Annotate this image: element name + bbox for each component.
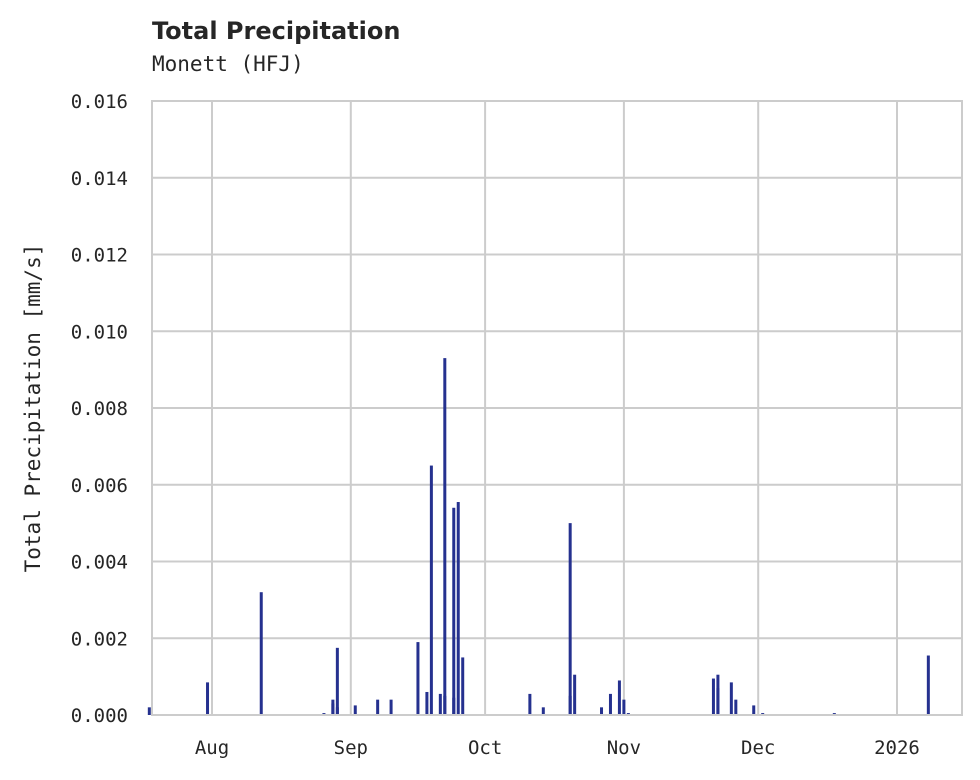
precip-bar [752,705,756,715]
y-tick-label: 0.014 [71,168,128,190]
precip-bar [600,707,604,715]
y-axis-ticks: 0.000 0.002 0.004 0.006 0.008 0.010 0.012 0.014… [71,91,128,727]
precip-bar [429,465,433,715]
precip-bar [389,699,393,715]
y-tick-label: 0.002 [71,628,128,650]
precip-bar [147,707,151,715]
x-axis-ticks: Aug Sep Oct Nov Dec 2026 [195,737,920,759]
precip-bar [425,691,429,715]
chart-subtitle: Monett (HFJ) [152,52,304,76]
precip-bar [926,655,930,715]
x-tick-label: Dec [741,737,775,759]
x-tick-label: Nov [607,737,641,759]
y-tick-label: 0.012 [71,245,128,267]
y-tick-label: 0.006 [71,475,128,497]
y-tick-label: 0.010 [71,321,128,343]
y-tick-label: 0.000 [71,705,128,727]
precip-bar [376,699,380,715]
precip-bar [443,695,447,715]
precip-bar [461,657,465,715]
y-tick-label: 0.004 [71,552,128,574]
precip-bar [716,688,720,715]
precip-bar [734,699,738,715]
precip-bar [443,358,447,715]
x-tick-label: Sep [334,737,368,759]
precip-bar [573,674,577,715]
precip-bar [568,523,572,715]
grid-lines [152,100,962,716]
plot-frame [151,100,963,716]
precip-bar [617,680,621,715]
precip-bar [456,502,460,715]
x-tick-label: 2026 [874,737,920,759]
precip-bar [335,707,339,715]
precip-bar [438,693,442,715]
precip-bar [622,699,626,715]
precip-bar [206,682,210,715]
y-tick-label: 0.016 [71,91,128,113]
precip-bar [452,507,456,715]
precipitation-bars [147,358,930,715]
precip-bar [729,682,733,715]
precip-bar [608,693,612,715]
chart-title: Total Precipitation [152,17,401,45]
y-tick-label: 0.008 [71,398,128,420]
x-tick-label: Aug [195,737,229,759]
precip-bar [331,699,335,715]
x-tick-label: Oct [468,737,502,759]
precip-bar [353,705,357,715]
precip-bar [528,693,532,715]
precip-bar [541,707,545,715]
precip-bar [259,592,263,715]
precip-bar [416,642,420,715]
precip-bar [711,678,715,715]
precip-bar [335,647,339,715]
